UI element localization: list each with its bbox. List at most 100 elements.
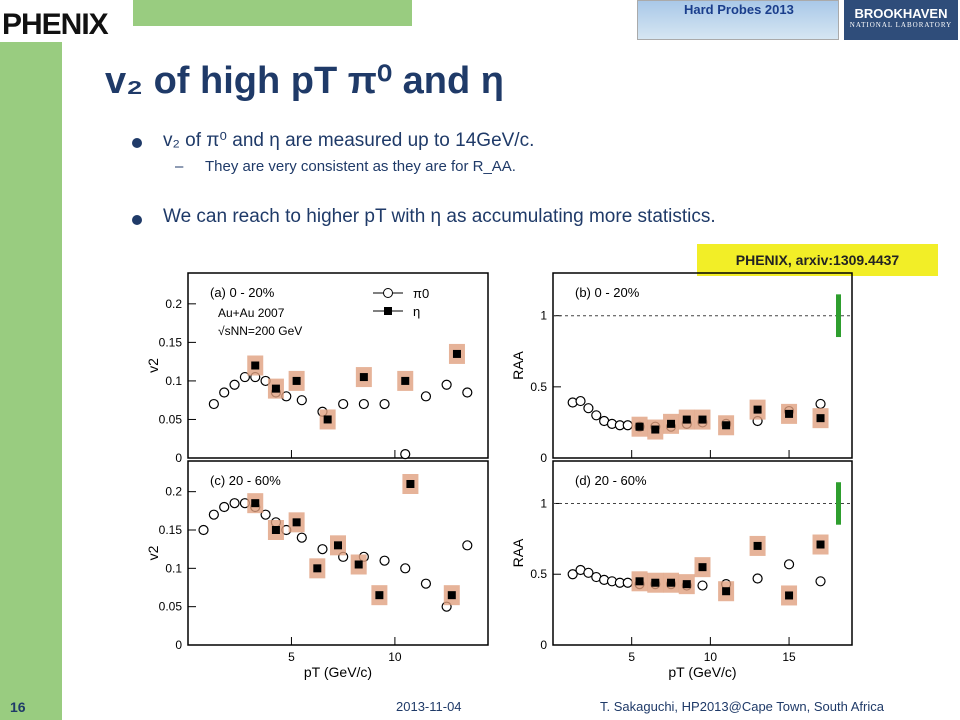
y-tick-label: 0.1 xyxy=(165,561,182,575)
pi0-point xyxy=(208,509,219,520)
pi0-point xyxy=(783,559,795,570)
eta-syst-box xyxy=(355,367,372,388)
pi0-point xyxy=(650,579,661,590)
eta-syst-box xyxy=(663,572,680,593)
eta-point xyxy=(698,563,707,572)
eta-syst-box xyxy=(330,535,346,556)
eta-point xyxy=(334,541,342,550)
pi0-point xyxy=(281,391,292,402)
eta-point xyxy=(292,518,301,527)
footer-date: 2013-11-04 xyxy=(396,699,462,714)
eta-syst-box xyxy=(350,554,367,575)
pi0-point xyxy=(229,379,240,390)
y-axis-label: v2 xyxy=(145,358,161,373)
eta-point xyxy=(816,540,825,549)
pi0-point xyxy=(575,395,586,407)
x-axis-label: pT (GeV/c) xyxy=(304,664,372,680)
eta-point xyxy=(292,376,301,385)
pi0-point xyxy=(358,551,369,562)
pi0-point xyxy=(681,580,692,591)
pi0-point xyxy=(622,577,633,588)
pi0-point xyxy=(697,580,708,591)
eta-syst-box xyxy=(247,355,264,376)
normalization-band xyxy=(836,482,841,525)
eta-syst-box xyxy=(631,571,648,592)
pi0-point xyxy=(441,379,452,390)
pi0-point xyxy=(317,406,328,417)
y-axis-label: v2 xyxy=(145,545,161,560)
x-tick-label: 10 xyxy=(704,650,718,664)
panel-label: (d) 20 - 60% xyxy=(575,473,647,488)
x-tick-label: 5 xyxy=(628,650,635,664)
eta-point xyxy=(354,560,363,569)
eta-syst-box xyxy=(812,534,829,555)
pi0-point xyxy=(462,387,473,398)
pi0-point xyxy=(296,532,307,543)
eta-point xyxy=(401,376,410,385)
pi0-point xyxy=(783,405,795,417)
pi0-point xyxy=(622,420,633,431)
y-tick-label: 1 xyxy=(540,496,547,510)
sub-bullet-1: – They are very consistent as they are f… xyxy=(175,158,516,175)
eta-syst-box xyxy=(397,370,414,391)
eta-syst-box xyxy=(812,408,829,429)
pi0-point xyxy=(270,387,282,398)
eta-point xyxy=(722,421,731,430)
pi0-point xyxy=(606,418,618,429)
y-tick-label: 0.5 xyxy=(530,567,547,581)
eta-syst-box xyxy=(309,558,326,579)
pi0-point xyxy=(815,398,826,410)
eta-syst-box xyxy=(448,343,465,364)
eta-point xyxy=(271,526,280,534)
eta-syst-box xyxy=(694,409,711,430)
eta-point xyxy=(753,405,762,414)
eta-point xyxy=(271,384,280,393)
pi0-point xyxy=(665,421,677,432)
eta-point xyxy=(406,480,415,488)
eta-point xyxy=(447,591,456,600)
energy-label: √sNN=200 GeV xyxy=(218,324,302,338)
pi0-point xyxy=(239,371,250,383)
eta-point xyxy=(251,499,260,508)
pi0-point xyxy=(721,579,732,590)
top-accent-box xyxy=(133,0,412,26)
pi0-point xyxy=(420,391,432,402)
y-tick-label: 0.15 xyxy=(159,523,183,537)
pi0-point xyxy=(591,410,602,421)
eta-point xyxy=(323,415,332,424)
eta-syst-box xyxy=(694,557,711,578)
eta-syst-box xyxy=(678,409,695,430)
footer-author: T. Sakaguchi, HP2013@Cape Town, South Af… xyxy=(600,699,884,714)
pi0-point xyxy=(681,418,692,429)
y-tick-label: 0 xyxy=(540,451,547,465)
x-tick-label: 10 xyxy=(388,650,402,664)
legend-label: η xyxy=(413,304,420,319)
eta-point xyxy=(667,419,676,428)
eta-syst-box xyxy=(288,370,305,391)
pi0-point xyxy=(379,398,390,410)
eta-syst-box xyxy=(781,403,798,424)
pi0-point xyxy=(338,551,349,562)
eta-point xyxy=(753,541,762,550)
eta-point xyxy=(651,578,660,587)
pi0-point xyxy=(606,576,618,587)
eta-syst-box xyxy=(443,585,460,606)
pi0-point xyxy=(650,421,661,432)
eta-syst-box xyxy=(678,574,695,595)
eta-syst-box xyxy=(749,535,766,556)
legend-pi0-marker xyxy=(383,288,393,298)
x-tick-label: 5 xyxy=(288,650,295,664)
y-tick-label: 0 xyxy=(175,638,182,652)
phenix-logo: PHENIX xyxy=(2,8,109,41)
conference-logo: Hard Probes 2013 xyxy=(637,0,839,40)
pi0-point xyxy=(250,371,261,383)
pi0-point xyxy=(441,601,452,612)
page-number: 16 xyxy=(10,699,26,715)
eta-point xyxy=(682,580,691,589)
pi0-point xyxy=(260,509,271,520)
pi0-point xyxy=(400,563,411,574)
pi0-point xyxy=(219,387,230,398)
pi0-point xyxy=(591,571,602,583)
pi0-point xyxy=(599,574,610,585)
